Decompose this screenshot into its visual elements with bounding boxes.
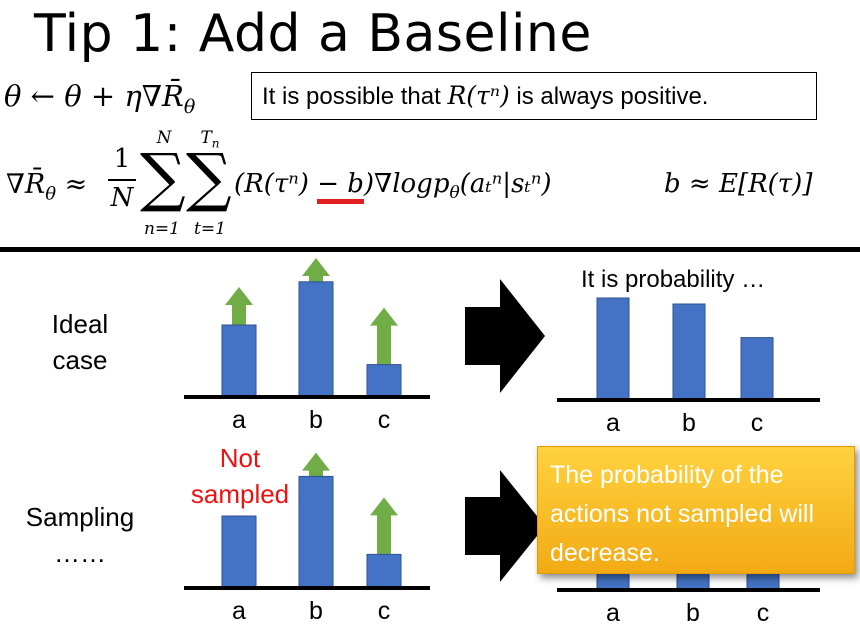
note-math: R(τⁿ) xyxy=(447,81,510,110)
ideal-after-bar-a xyxy=(596,297,630,401)
term-post: )∇logp xyxy=(363,169,450,199)
not-sampled-label: Not sampled xyxy=(190,443,290,509)
sampling-before-bar-a xyxy=(221,515,257,589)
ideal-after-bar-c xyxy=(740,337,774,401)
fraction-N: N xyxy=(110,183,134,213)
grad-lhs-text: ∇R̄ xyxy=(6,169,46,200)
ideal-before-arrow-b xyxy=(302,258,330,282)
sum-2-upper: Tn xyxy=(200,128,220,151)
sampling-after-label-a: a xyxy=(606,599,620,626)
ideal-before-bar-a xyxy=(221,324,257,398)
sum-1-sigma: ∑ xyxy=(140,141,186,215)
fraction-bar xyxy=(108,179,136,181)
approx-sign: ≈ xyxy=(64,169,88,200)
sampling-after-label-b: b xyxy=(686,599,700,626)
fraction-one: 1 xyxy=(113,144,131,174)
probability-caption: It is probability … xyxy=(581,266,766,293)
update-rule-text: θ ← θ + η∇R̄ xyxy=(4,79,184,113)
ideal-after-label-b: b xyxy=(682,409,696,437)
sampling-after-bar-b xyxy=(676,571,710,591)
sampling-before-label-a: a xyxy=(232,597,246,625)
positive-reward-note: It is possible that R(τⁿ) is always posi… xyxy=(251,72,817,120)
baseline-definition: b ≈ E[R(τ)] xyxy=(664,169,813,199)
term-post-sub: θ xyxy=(449,183,460,204)
slide-title: Tip 1: Add a Baseline xyxy=(34,4,592,64)
sum-1-upper: N xyxy=(156,128,172,148)
sampling-before-arrow-b xyxy=(302,452,330,477)
sampling-after-bar-c xyxy=(746,571,780,591)
transition-arrow-sampling xyxy=(465,470,545,582)
sampling-after-bar-a xyxy=(596,571,630,591)
ideal-before-arrow-c xyxy=(370,307,398,365)
sum-2-sigma: ∑ xyxy=(186,141,232,215)
term-args: (aₜⁿ|sₜⁿ) xyxy=(459,169,552,199)
update-rule-sub: θ xyxy=(183,95,196,118)
update-rule: θ ← θ + η∇R̄θ xyxy=(4,72,195,131)
note-prefix: It is possible that xyxy=(262,83,448,110)
sampling-after-label-c: c xyxy=(757,599,770,626)
term-pre: (R(τⁿ) xyxy=(234,169,318,199)
section-divider xyxy=(0,247,860,252)
ideal-after-bar-b xyxy=(672,303,706,401)
transition-arrow-ideal xyxy=(465,279,545,393)
sampling-before-label-b: b xyxy=(309,597,323,625)
decrease-callout: The probability of the actions not sampl… xyxy=(537,446,855,574)
ideal-before-arrow-a xyxy=(225,287,253,325)
sampling-label: Sampling …… xyxy=(25,502,135,568)
ideal-case-label: Ideal case xyxy=(51,309,109,375)
ideal-before-bar-b xyxy=(298,281,334,398)
sampling-before-label-c: c xyxy=(378,597,391,625)
ideal-before-label-c: c xyxy=(378,406,391,434)
ideal-before-label-a: a xyxy=(232,406,246,434)
ideal-after-label-a: a xyxy=(606,409,620,437)
gradient-term: (R(τⁿ) − b)∇logpθ(aₜⁿ|sₜⁿ) xyxy=(234,169,552,204)
note-suffix: is always positive. xyxy=(509,83,709,110)
ideal-before-label-b: b xyxy=(309,406,323,434)
sampling-before-bar-b xyxy=(298,475,334,589)
baseline-term: − b xyxy=(317,169,364,204)
grad-lhs: ∇R̄θ ≈ xyxy=(6,169,87,204)
grad-lhs-sub: θ xyxy=(45,183,57,205)
sampling-before-bar-c xyxy=(366,553,402,589)
gradient-formula: ∇R̄θ ≈ 1 N N ∑ n=1 Tn ∑ t=1 (R(τⁿ) − b)∇… xyxy=(0,128,860,243)
ideal-before-bar-c xyxy=(366,364,402,398)
sampling-before-arrow-c xyxy=(370,497,398,555)
ideal-after-label-c: c xyxy=(751,409,764,437)
sum-2-lower: t=1 xyxy=(194,219,226,239)
sum-1-lower: n=1 xyxy=(143,219,180,239)
